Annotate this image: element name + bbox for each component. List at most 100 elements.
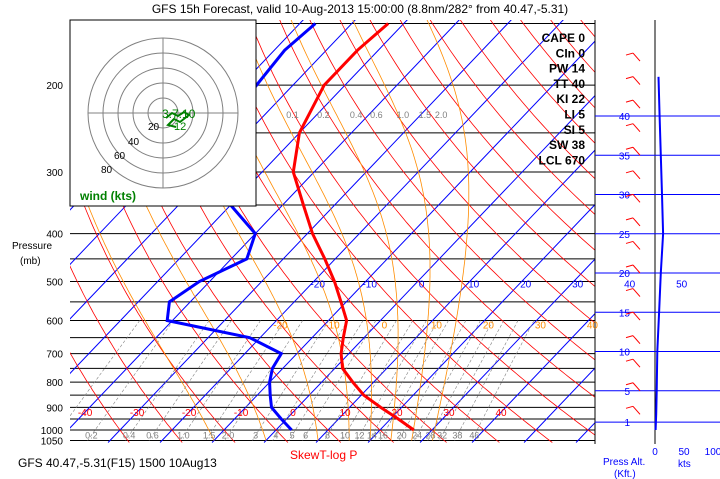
temp-tick-label: 10 [468, 279, 480, 290]
pressure-tick-label: 300 [46, 168, 63, 179]
wind-barb [625, 217, 634, 221]
dry-adiabat [309, 20, 595, 361]
mixing-ratio-label: 0.4 [350, 110, 363, 120]
isotherm-line [107, 20, 512, 443]
dry-adiabat [369, 20, 595, 287]
wind-barb [632, 123, 641, 133]
dry-adiabat [429, 20, 595, 215]
wind-barb [632, 170, 641, 180]
temp-tick-label: -30 [130, 408, 145, 419]
wind-kts-label: kts [678, 459, 691, 470]
wind-barb [632, 146, 641, 156]
dry-adiabat [339, 20, 595, 324]
dry-adiabat-tick-label: -20 [273, 321, 288, 332]
mixing-ratio-label: 20 [397, 430, 407, 440]
temp-tick-label: 50 [676, 279, 688, 290]
pressure-tick-label: 900 [46, 403, 63, 414]
mixing-ratio-label: 32 [437, 430, 447, 440]
index-cin: CIn 0 [556, 46, 586, 60]
mixing-ratio-label: 16 [378, 430, 388, 440]
wind-barb [632, 358, 641, 368]
dry-adiabat-tick-label: -10 [325, 321, 340, 332]
wind-barb [632, 241, 641, 250]
mixing-ratio-label: 1.5 [419, 110, 432, 120]
mixing-ratio-line [302, 320, 377, 441]
wind-barb [632, 194, 641, 203]
wind-barb [625, 123, 634, 127]
hodograph-ring-label: 40 [128, 137, 140, 148]
mixing-ratio-label: 1.5 [203, 430, 216, 440]
dry-adiabat [249, 20, 595, 436]
hodograph-trace [165, 110, 191, 128]
pressure-tick-label: 200 [46, 81, 63, 92]
mixing-ratio-label: 14 [367, 430, 377, 440]
mixing-ratio-label: 2.0 [222, 430, 235, 440]
dry-adiabat [70, 265, 183, 443]
hodograph-ring-label: 80 [101, 165, 113, 176]
mixing-ratio-label: 2.0 [435, 110, 448, 120]
mixing-ratio-line [87, 320, 174, 441]
wind-barb [632, 76, 641, 85]
index-cape: CAPE 0 [542, 31, 586, 45]
altitude-tick-label: 35 [619, 151, 631, 162]
mixing-ratio-label: 46 [469, 430, 479, 440]
wind-barb [625, 311, 634, 315]
wind-barb [625, 335, 634, 339]
mixing-ratio-line [471, 320, 535, 441]
temp-tick-label: 30 [572, 279, 584, 290]
moist-adiabat [290, 20, 399, 441]
dry-adiabat-tick-label: 20 [483, 321, 495, 332]
wind-barb [625, 52, 634, 56]
wind-barb [625, 264, 634, 268]
mixing-ratio-label: 5 [290, 430, 295, 440]
wind-barb [632, 405, 641, 415]
temp-tick-label: 40 [624, 279, 636, 290]
mixing-ratio-line [454, 320, 519, 441]
temp-tick-label: 20 [391, 408, 403, 419]
temp-tick-label: 20 [520, 279, 532, 290]
mixing-ratio-label: 0.6 [146, 430, 159, 440]
wind-speed-tick-label: 0 [652, 447, 658, 458]
wind-barb [625, 76, 634, 80]
isotherm-line [471, 312, 595, 443]
altitude-tick-label: 15 [619, 308, 631, 319]
moist-adiabat [199, 20, 350, 441]
mixing-ratio-label: 38 [452, 430, 462, 440]
altitude-tick-label: 30 [619, 191, 631, 202]
wind-barb [632, 382, 641, 392]
mixing-ratio-line [179, 320, 261, 441]
wind-barb [632, 264, 641, 274]
altitude-tick-label: 20 [619, 269, 631, 280]
mixing-ratio-label: 3 [253, 430, 258, 440]
index-pw: PW 14 [549, 62, 585, 76]
wind-barb [632, 52, 641, 62]
moist-adiabat [240, 20, 372, 441]
wind-barb [632, 311, 641, 321]
pressure-tick-label: 400 [46, 230, 63, 241]
dry-adiabat [399, 20, 595, 251]
wind-speed-tick-label: 100 [705, 447, 720, 458]
pressure-tick-label: 1050 [41, 436, 64, 447]
mixing-ratio-line [356, 320, 427, 441]
mixing-ratio-line [125, 320, 210, 441]
index-sw: SW 38 [549, 138, 585, 152]
dry-adiabat-tick-label: 10 [431, 321, 443, 332]
dry-adiabat [219, 20, 553, 443]
index-lcl: LCL 670 [539, 153, 586, 167]
wind-barb [625, 405, 634, 409]
wind-barb [625, 99, 634, 103]
press-alt-unit: (Kft.) [614, 469, 636, 479]
altitude-tick-label: 10 [619, 348, 631, 359]
wind-barb [625, 170, 634, 174]
wind-barb [625, 288, 634, 292]
chart-title: GFS 15h Forecast, valid 10-Aug-2013 15:0… [152, 2, 568, 16]
altitude-tick-label: 5 [624, 387, 630, 398]
mixing-ratio-label: 6 [303, 430, 308, 440]
isotherm-line [419, 258, 595, 443]
index-tt: TT 40 [554, 77, 586, 91]
mixing-ratio-line [324, 320, 397, 441]
temp-tick-label: 0 [290, 408, 296, 419]
mixing-ratio-line [148, 320, 232, 441]
temp-tick-label: 0 [419, 279, 425, 290]
